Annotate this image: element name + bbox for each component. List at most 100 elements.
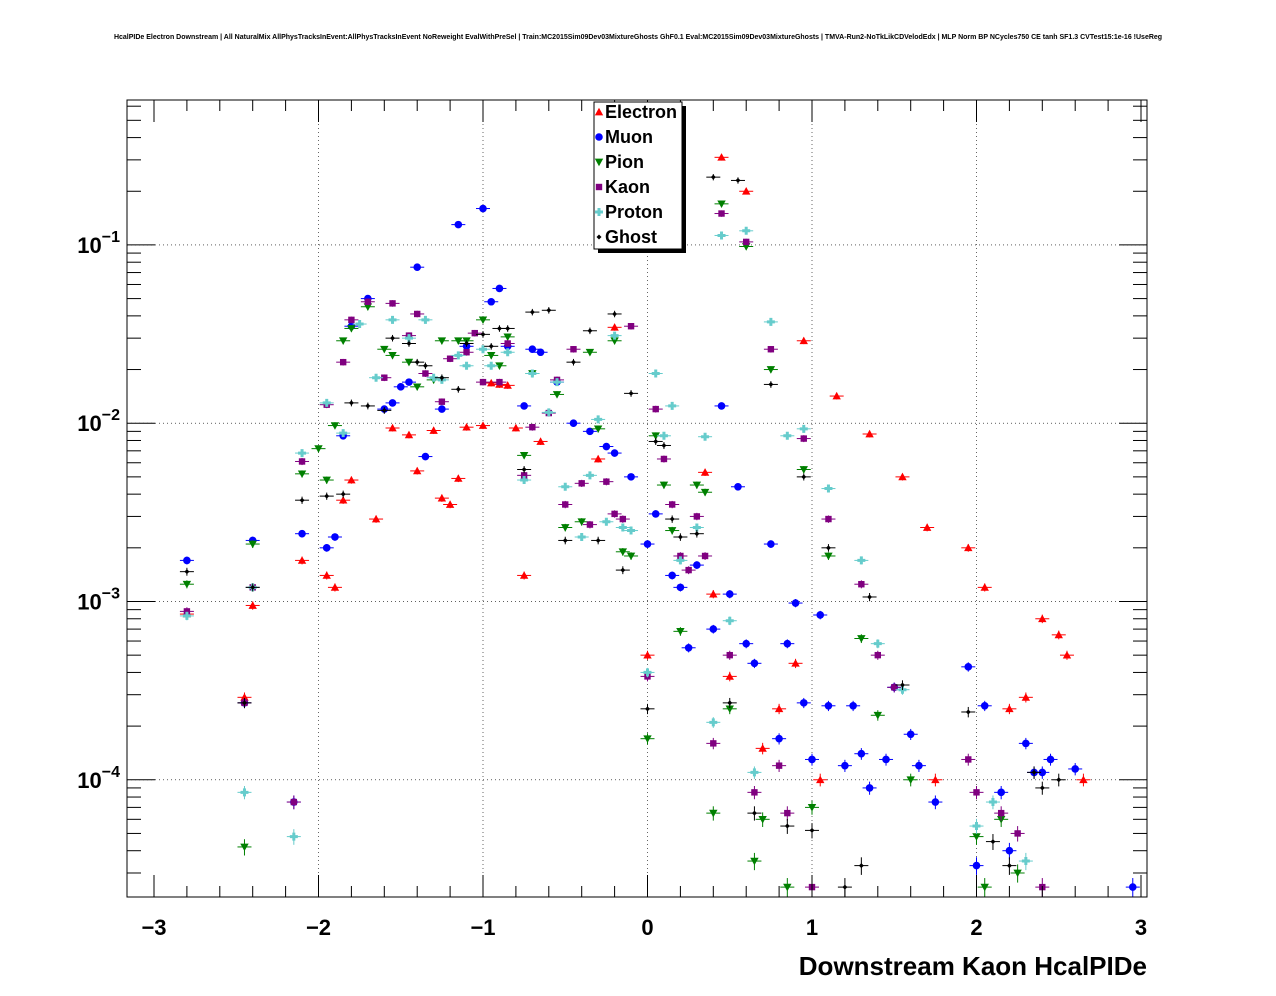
legend-item: Ghost [596,227,657,247]
point-marker [462,422,471,431]
point-marker [618,548,628,556]
legend: Electron Muon Pion Kaon Proton Ghost [593,101,686,253]
data-point [772,703,787,715]
point-marker [413,383,422,392]
point-marker [1039,785,1045,791]
point-marker [372,373,381,382]
data-point [805,800,819,815]
y-tick-label: 10−3 [77,585,120,614]
data-point [706,806,721,821]
point-marker [742,187,751,195]
point-marker [668,571,676,580]
point-marker [767,540,775,548]
point-marker [612,311,618,317]
data-point [451,385,466,393]
point-marker [651,369,660,378]
point-marker [857,749,866,758]
data-point [624,323,639,330]
point-marker [421,452,430,461]
data-point [977,878,992,897]
point-marker [561,482,570,491]
data-point [624,390,639,397]
point-marker [717,402,726,410]
point-marker [677,534,683,540]
point-marker [997,788,1005,797]
point-marker [487,297,496,306]
point-marker [857,556,866,565]
data-point [911,759,926,772]
data-point [1018,852,1033,871]
data-point [763,540,778,548]
point-marker [874,651,881,659]
data-point [476,378,490,386]
legend-label: Ghost [605,227,657,247]
data-point [961,753,976,766]
data-point [813,610,828,620]
point-marker [1128,883,1137,891]
data-point [1068,763,1083,776]
data-point [763,345,778,353]
data-point [673,556,688,565]
point-marker [602,517,611,526]
legend-marker [595,133,603,141]
point-marker [578,480,585,487]
data-point [796,473,811,481]
data-point [574,479,589,487]
data-point [722,616,737,626]
x-tick-label: 3 [1135,915,1147,940]
data-point [286,795,301,810]
data-point [1035,781,1050,795]
series-proton [179,226,1033,871]
point-marker [487,352,496,360]
point-marker [495,284,504,293]
legend-marker [595,183,603,191]
data-point [591,536,606,545]
point-marker [404,358,414,367]
data-point [533,437,548,446]
point-marker [899,682,905,688]
point-marker [503,381,512,389]
data-point [484,343,499,350]
data-point [780,431,795,440]
point-marker [726,651,733,659]
data-point [985,795,1000,810]
legend-label: Muon [605,127,653,147]
point-marker [544,408,553,417]
point-marker [562,537,568,543]
point-marker [873,639,882,648]
data-point [434,405,449,413]
data-point [327,533,342,541]
data-point [977,583,992,592]
point-marker [593,425,603,434]
data-point [295,529,310,538]
data-point [451,351,466,360]
point-marker [413,263,422,272]
point-marker [511,423,521,432]
point-marker [371,514,381,523]
point-marker [454,351,463,360]
point-marker [586,521,594,528]
point-marker [593,454,603,463]
point-marker [585,348,595,357]
point-marker [841,761,849,770]
data-point [648,438,663,446]
point-marker [454,220,463,229]
data-point [517,402,532,410]
point-marker [297,470,307,479]
point-marker [520,476,529,485]
data-point [854,580,869,589]
point-marker [610,449,619,457]
point-marker [528,369,537,378]
point-marker [388,315,397,324]
point-marker [569,419,578,428]
point-marker [832,391,841,400]
data-point [558,536,573,545]
data-point [624,526,639,535]
point-marker [816,775,825,784]
data-point [870,710,885,721]
data-point [336,429,351,438]
data-point [492,284,507,293]
series-ghost [179,174,1066,897]
y-tick-label: 10−4 [77,764,120,793]
